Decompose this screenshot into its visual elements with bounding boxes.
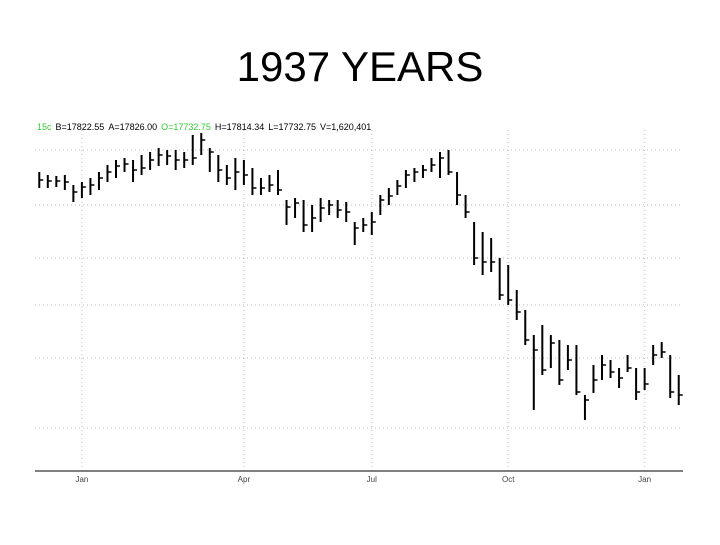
h-grid	[35, 149, 683, 429]
info-item: 15c	[37, 122, 52, 132]
x-tick-label: Apr	[238, 475, 251, 484]
x-tick-label: Oct	[502, 475, 515, 484]
info-item: V=1,620,401	[320, 122, 371, 132]
x-tick-label: Jan	[638, 475, 651, 484]
x-tick-label: Jul	[367, 475, 377, 484]
quote-info: 15c B=17822.55 A=17826.00 O=17732.75 H=17814…	[37, 122, 371, 132]
info-item: A=17826.00	[108, 122, 157, 132]
info-item: L=17732.75	[268, 122, 316, 132]
x-tick-label: Jan	[75, 475, 88, 484]
info-item: H=17814.34	[215, 122, 264, 132]
info-item: O=17732.75	[161, 122, 211, 132]
info-item: B=17822.55	[56, 122, 105, 132]
slide-title: 1937 YEARS	[237, 43, 484, 90]
